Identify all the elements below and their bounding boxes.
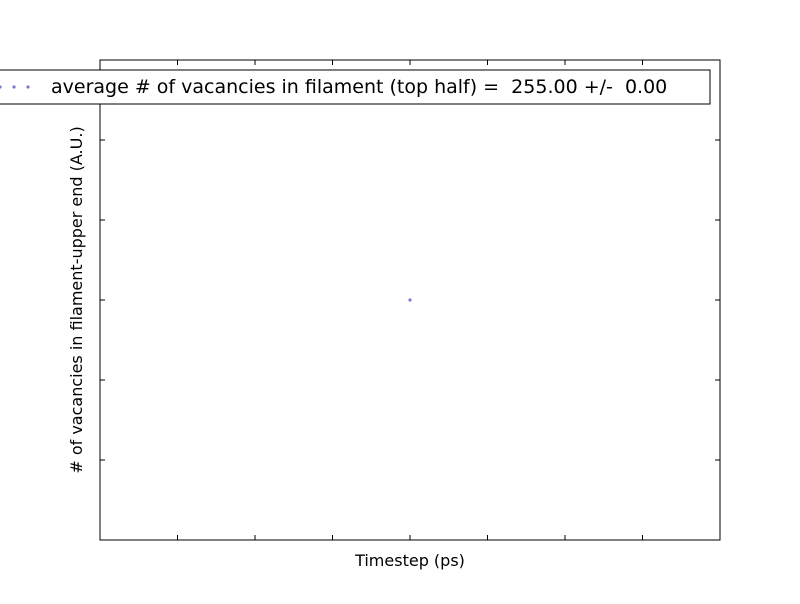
data-point (408, 298, 412, 302)
legend-marker (26, 85, 30, 89)
legend-box (0, 69, 711, 105)
y-axis-label: # of vacancies in filament-upper end (A.… (67, 126, 86, 473)
legend-label: average # of vacancies in filament (top … (51, 76, 667, 98)
x-axis-label: Timestep (ps) (354, 551, 465, 570)
legend: average # of vacancies in filament (top … (0, 69, 711, 105)
legend-marker (12, 85, 16, 89)
data-points (408, 298, 412, 302)
legend-marker (0, 85, 2, 89)
legend-markers (0, 85, 30, 89)
axis-ticks (100, 60, 720, 540)
